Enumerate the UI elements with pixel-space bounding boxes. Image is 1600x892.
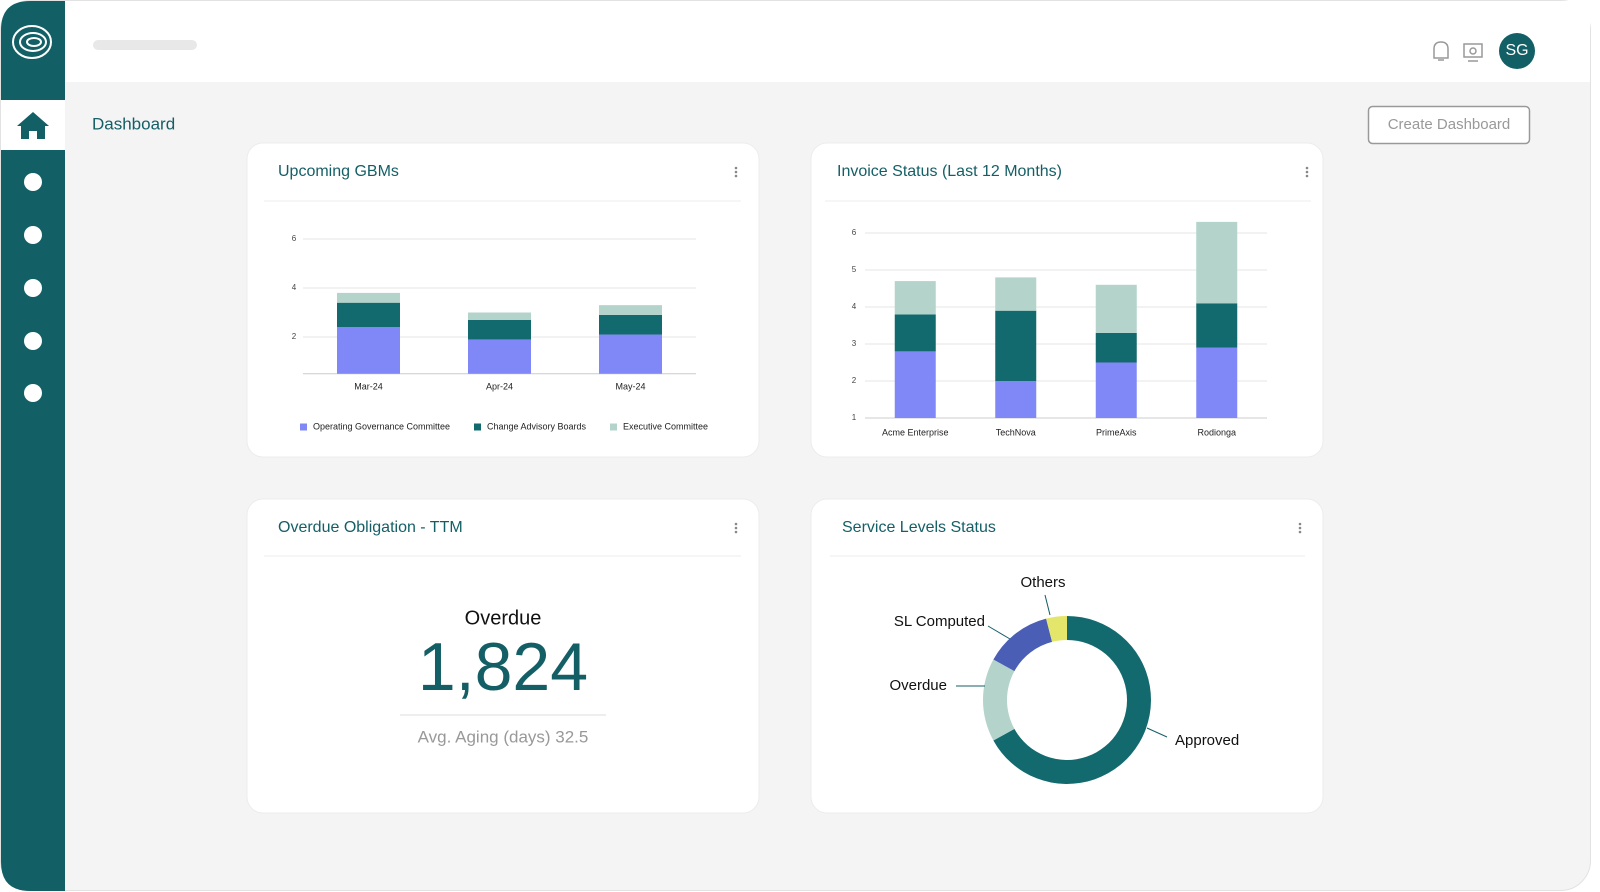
bell-icon[interactable] <box>1433 41 1449 61</box>
logo <box>12 25 52 59</box>
slice-label: Others <box>1020 574 1065 591</box>
leader-line <box>1146 727 1168 738</box>
x-tick-label: Rodionga <box>1197 427 1236 437</box>
y-tick-label: 3 <box>852 339 857 348</box>
card-menu[interactable] <box>734 166 738 178</box>
x-tick-label: May-24 <box>615 381 645 391</box>
card-menu[interactable] <box>1305 166 1309 178</box>
search-placeholder <box>93 40 197 50</box>
slice-label: SL Computed <box>894 613 985 630</box>
card <box>810 142 1324 458</box>
y-tick-label: 2 <box>292 332 297 341</box>
kpi-caption: Avg. Aging (days) 32.5 <box>418 727 589 746</box>
card <box>246 498 760 814</box>
legend-label: Executive Committee <box>623 421 708 431</box>
card <box>246 142 760 458</box>
card-title: Overdue Obligation - TTM <box>278 519 463 536</box>
donut-slice <box>993 618 1053 672</box>
nav-item[interactable] <box>24 332 42 350</box>
slice-label: Approved <box>1175 732 1239 749</box>
button-label: Create Dashboard <box>1388 116 1511 133</box>
bar-segment <box>1196 303 1238 348</box>
x-tick-label: Mar-24 <box>354 381 383 391</box>
x-tick-label: Apr-24 <box>486 381 513 391</box>
card-title: Service Levels Status <box>842 519 996 536</box>
kpi-label: Overdue <box>465 607 542 629</box>
nav-item[interactable] <box>24 173 42 191</box>
leader-line <box>1044 594 1051 616</box>
breadcrumb: Dashboard <box>92 114 175 133</box>
y-tick-label: 6 <box>292 234 297 243</box>
x-tick-label: PrimeAxis <box>1096 427 1137 437</box>
screen-icon[interactable] <box>1463 43 1483 62</box>
card-title: Upcoming GBMs <box>278 163 399 180</box>
x-tick-label: TechNova <box>996 427 1036 437</box>
bar-segment <box>894 314 936 352</box>
bar-segment <box>337 292 400 303</box>
bar-segment <box>995 381 1037 418</box>
bar-segment <box>599 334 662 374</box>
legend-label: Operating Governance Committee <box>313 421 450 431</box>
slice-label: Overdue <box>889 677 947 694</box>
bar-segment <box>468 319 531 340</box>
nav-item[interactable] <box>24 226 42 244</box>
y-tick-label: 4 <box>852 302 857 311</box>
card-title: Invoice Status (Last 12 Months) <box>837 163 1062 180</box>
nav-item[interactable] <box>24 279 42 297</box>
card-menu[interactable] <box>734 522 738 534</box>
bar-segment <box>1095 362 1137 418</box>
legend-swatch <box>610 423 617 431</box>
card-menu[interactable] <box>1298 522 1302 534</box>
x-tick-label: Acme Enterprise <box>882 427 949 437</box>
y-tick-label: 1 <box>852 413 857 422</box>
bar-segment <box>468 312 531 320</box>
y-tick-label: 2 <box>852 376 857 385</box>
sidebar <box>1 1 65 891</box>
legend-label: Change Advisory Boards <box>487 421 587 431</box>
bar-segment <box>468 339 531 374</box>
nav-item[interactable] <box>24 384 42 402</box>
y-tick-label: 6 <box>852 228 857 237</box>
bar-segment <box>599 314 662 335</box>
bar-segment <box>995 277 1037 311</box>
avatar[interactable] <box>1499 33 1535 69</box>
bar-segment <box>337 302 400 328</box>
bar-segment <box>1196 221 1238 304</box>
donut-slice <box>1046 616 1067 642</box>
y-tick-label: 4 <box>292 283 297 292</box>
legend-swatch <box>474 423 481 431</box>
donut-slice <box>993 616 1152 784</box>
avatar-initials: SG <box>1505 42 1528 59</box>
bar-segment <box>337 327 400 374</box>
card <box>810 498 1324 814</box>
bar-segment <box>599 305 662 315</box>
header <box>65 1 1590 82</box>
legend-swatch <box>300 423 307 431</box>
bar-segment <box>1095 284 1137 333</box>
y-tick-label: 5 <box>852 265 857 274</box>
kpi-value: 1,824 <box>418 629 588 705</box>
bar-segment <box>894 351 936 418</box>
create-dashboard-button[interactable] <box>1367 105 1531 145</box>
bar-segment <box>1095 332 1137 363</box>
bar-segment <box>1196 347 1238 418</box>
leader-line <box>987 625 1011 640</box>
donut-slice <box>982 659 1015 741</box>
bar-segment <box>894 281 936 315</box>
bar-segment <box>995 310 1037 381</box>
home-icon <box>17 112 49 139</box>
